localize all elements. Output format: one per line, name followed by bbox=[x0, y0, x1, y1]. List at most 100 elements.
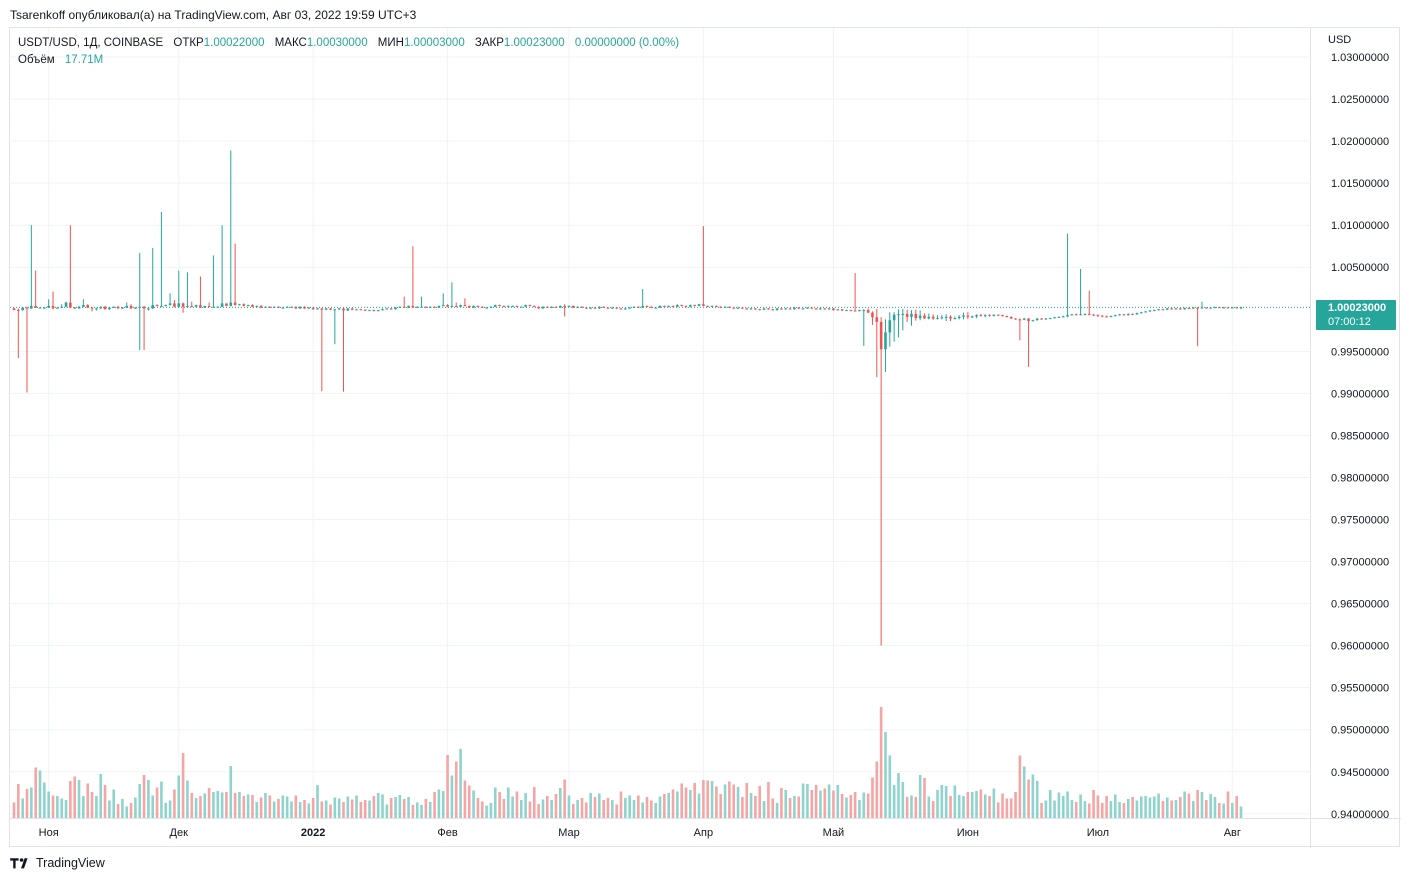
candle-body bbox=[624, 308, 627, 310]
candle-body bbox=[545, 306, 549, 308]
candle-body bbox=[797, 307, 801, 309]
volume-bar bbox=[849, 795, 853, 818]
candle-body bbox=[914, 313, 918, 319]
candle-body bbox=[754, 308, 757, 310]
volume-bar bbox=[1213, 797, 1217, 818]
candle-body bbox=[732, 307, 736, 309]
volume-bar bbox=[480, 801, 484, 818]
volume-bar bbox=[1100, 803, 1104, 818]
volume-bar bbox=[138, 784, 142, 818]
candle-body bbox=[480, 306, 484, 308]
volume-bar bbox=[684, 787, 688, 818]
volume-bar bbox=[441, 791, 445, 818]
candle-body bbox=[82, 305, 85, 307]
volume-bar bbox=[277, 799, 280, 818]
volume-bar bbox=[754, 796, 757, 818]
volume-bar bbox=[515, 791, 519, 818]
chart-frame[interactable]: 1.03000000 1.02500000 1.02000000 1.01500000… bbox=[9, 27, 1401, 848]
volume-bar bbox=[190, 793, 194, 818]
volume-bar bbox=[121, 799, 124, 818]
volume-bar bbox=[73, 776, 76, 818]
candle-body bbox=[103, 306, 107, 310]
candle-body bbox=[1239, 307, 1243, 309]
volume-bar bbox=[1209, 794, 1212, 818]
volume-bar bbox=[736, 787, 740, 818]
volume-bar bbox=[38, 770, 42, 818]
candle-body bbox=[272, 306, 276, 308]
time-tick-label: 2022 bbox=[301, 827, 325, 839]
candlestick-chart[interactable]: 1.03000000 1.02500000 1.02000000 1.01500000… bbox=[10, 28, 1401, 848]
candle-body bbox=[866, 310, 870, 313]
volume-bar bbox=[862, 792, 866, 818]
candle-body bbox=[862, 310, 866, 312]
candle-body bbox=[628, 307, 631, 309]
volume-bar bbox=[580, 798, 584, 818]
volume-bar bbox=[160, 781, 163, 818]
candle-body bbox=[762, 308, 766, 310]
candle-body bbox=[415, 306, 419, 308]
candle-body bbox=[814, 308, 818, 310]
volume-bar bbox=[680, 783, 683, 818]
candle-body bbox=[563, 305, 566, 307]
volume-label[interactable]: Объём bbox=[18, 54, 55, 66]
price-tick-label: 0.94500000 bbox=[1331, 767, 1389, 779]
volume-bar bbox=[663, 794, 666, 818]
volume-bar bbox=[606, 798, 610, 818]
volume-bar bbox=[1031, 774, 1035, 818]
high-label: МАКС bbox=[274, 37, 307, 49]
volume-bar bbox=[95, 796, 98, 818]
candle-body bbox=[1209, 307, 1212, 309]
price-tick-label: 1.03000000 bbox=[1331, 52, 1389, 64]
volume-bar bbox=[702, 780, 705, 818]
volume-bar bbox=[1113, 794, 1117, 818]
volume-bar bbox=[285, 796, 289, 818]
candle-body bbox=[728, 306, 731, 308]
currency-label[interactable]: USD bbox=[1328, 34, 1352, 46]
volume-bar bbox=[1005, 798, 1009, 818]
volume-bar bbox=[402, 799, 406, 818]
candle-body bbox=[190, 305, 194, 307]
candle-body bbox=[1109, 316, 1113, 318]
volume-bar bbox=[741, 797, 744, 818]
candle-body bbox=[420, 306, 423, 308]
volume-bar bbox=[719, 794, 723, 818]
volume-bar bbox=[875, 761, 879, 818]
candle-body bbox=[541, 306, 545, 309]
candle-body bbox=[402, 306, 406, 308]
symbol-label[interactable]: USDT/USD, 1Д, COINBASE bbox=[18, 37, 164, 49]
tradingview-branding[interactable]: TradingView bbox=[10, 856, 105, 870]
candle-body bbox=[116, 306, 120, 309]
candle-body bbox=[988, 315, 991, 317]
candle-body bbox=[1061, 316, 1065, 318]
volume-bar bbox=[1057, 792, 1061, 818]
candle-body bbox=[51, 305, 55, 309]
volume-bar bbox=[168, 800, 172, 818]
volume-bar bbox=[758, 786, 762, 818]
volume-bar bbox=[502, 799, 506, 818]
volume-bar bbox=[910, 795, 913, 818]
candle-body bbox=[324, 308, 328, 310]
volume-bar bbox=[69, 781, 72, 818]
volume-bar bbox=[519, 800, 523, 818]
time-tick-label: Апр bbox=[694, 827, 713, 839]
candle-body bbox=[806, 307, 809, 309]
candle-body bbox=[992, 314, 996, 317]
candle-body bbox=[1066, 315, 1069, 317]
candle-body bbox=[1174, 308, 1178, 310]
volume-bar bbox=[927, 796, 931, 818]
volume-bar bbox=[290, 801, 293, 818]
candle-body bbox=[281, 307, 285, 309]
candle-body bbox=[593, 307, 597, 309]
candle-body bbox=[979, 315, 983, 317]
candle-body bbox=[1027, 318, 1030, 322]
candle-body bbox=[970, 316, 974, 318]
candle-body bbox=[598, 306, 601, 309]
volume-bar bbox=[563, 779, 566, 818]
candle-body bbox=[90, 307, 94, 309]
candle-body bbox=[147, 308, 150, 310]
volume-bar bbox=[671, 789, 675, 818]
candle-body bbox=[819, 308, 822, 310]
volume-bars bbox=[12, 707, 1243, 818]
volume-bar bbox=[1231, 803, 1234, 818]
volume-bar bbox=[637, 795, 640, 818]
